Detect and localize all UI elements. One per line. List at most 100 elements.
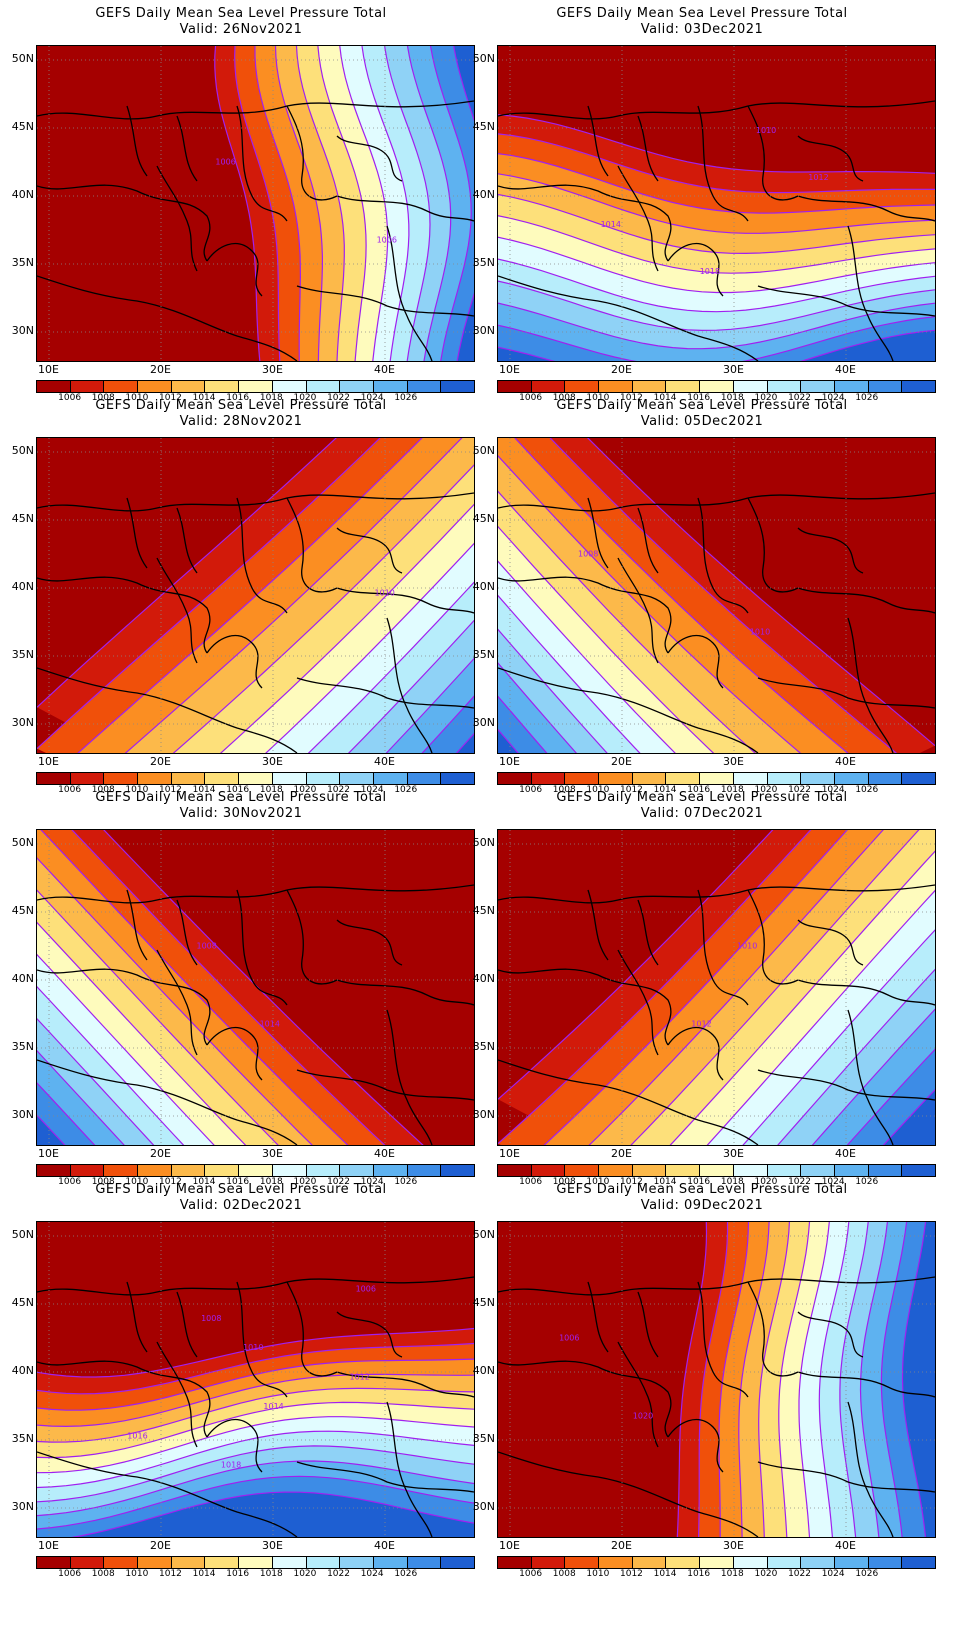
- colorbar-swatch: [565, 773, 600, 784]
- isobar-label: 1018: [221, 1461, 241, 1470]
- map-area: 1008 1010: [497, 437, 936, 754]
- latitude-label: 40N: [11, 188, 34, 201]
- colorbar-swatch: [531, 1165, 566, 1176]
- isobar-label: 1008: [201, 1314, 221, 1323]
- panel-title: GEFS Daily Mean Sea Level Pressure Total: [556, 1182, 848, 1197]
- coastline-border: [37, 667, 298, 753]
- latitude-label: 30N: [11, 324, 34, 337]
- isobar-line: [669, 850, 935, 1145]
- isobar-line: [706, 889, 935, 1145]
- coastline-border: [156, 165, 198, 272]
- colorbar-label: 1018: [720, 1569, 744, 1579]
- colorbar-swatch: [373, 381, 408, 392]
- colorbar-label: 1024: [821, 785, 845, 795]
- longitude-label: 30E: [723, 363, 744, 376]
- colorbar-swatch: [441, 773, 474, 784]
- isobar-line: [37, 953, 215, 1145]
- colorbar-swatch: [138, 381, 172, 392]
- coastline-border: [37, 1451, 298, 1537]
- longitude-label: 40E: [374, 1539, 395, 1552]
- latitude-label: 45N: [11, 120, 34, 133]
- colorbar-swatch: [306, 1557, 341, 1568]
- coastline-border: [797, 1371, 935, 1398]
- colorbar-swatch: [531, 381, 566, 392]
- coastline-border: [236, 889, 288, 1006]
- panel-valid-date: Valid: 05Dec2021: [640, 414, 764, 429]
- isobar-label: 1008: [197, 941, 217, 950]
- colorbar-swatch: [902, 773, 935, 784]
- isobar-line: [40, 830, 349, 1145]
- isobar-line: [317, 46, 367, 361]
- pressure-band: [430, 46, 474, 361]
- colorbar-swatch: [700, 773, 734, 784]
- panel-title: GEFS Daily Mean Sea Level Pressure Total: [556, 398, 848, 413]
- coastline-border: [37, 1059, 298, 1145]
- colorbar-swatch: [700, 1165, 734, 1176]
- colorbar-label: 1010: [125, 393, 149, 403]
- isobar-line: [549, 438, 898, 753]
- isobar-line: [37, 1475, 474, 1530]
- colorbar-swatch: [801, 1165, 835, 1176]
- colorbar-swatch: [340, 381, 374, 392]
- longitude-label: 20E: [611, 363, 632, 376]
- panel-title: GEFS Daily Mean Sea Level Pressure Total: [95, 6, 387, 21]
- panel-valid-date: Valid: 09Dec2021: [640, 1198, 764, 1213]
- colorbar-label: 1010: [125, 1177, 149, 1187]
- coastline-border: [236, 497, 288, 614]
- colorbar-swatch: [407, 1557, 442, 1568]
- coastline-border: [697, 889, 749, 1006]
- isobar-line: [339, 46, 389, 361]
- coastline-border: [667, 1026, 724, 1081]
- colorbar-swatch: [70, 1557, 105, 1568]
- isobar-line: [498, 236, 935, 294]
- colorbar-label: 1010: [586, 393, 610, 403]
- colorbar-label: 1014: [192, 785, 216, 795]
- colorbar-swatch: [565, 1557, 600, 1568]
- latitude-label: 35N: [11, 256, 34, 269]
- colorbar-swatch: [138, 1165, 172, 1176]
- colorbar-swatch: [902, 1165, 935, 1176]
- colorbar-label: 1022: [788, 393, 811, 403]
- colorbar-swatch: [834, 773, 869, 784]
- colorbar-label: 1026: [855, 1569, 879, 1579]
- coastline-border: [336, 919, 403, 966]
- colorbar-swatch: [834, 1557, 869, 1568]
- colorbar-swatch: [441, 1165, 474, 1176]
- isobar-line: [37, 1445, 474, 1503]
- isobar-label: 1006: [215, 157, 235, 166]
- coastline-border: [697, 497, 749, 614]
- isobar-line: [498, 525, 715, 753]
- coastline-border: [498, 884, 935, 904]
- pressure-map: 1010 1012: [498, 830, 935, 1145]
- colorbar-label: 1022: [327, 785, 350, 795]
- coastline-border: [296, 677, 474, 709]
- coastline-border: [386, 617, 433, 753]
- colorbar-label: 1008: [91, 785, 115, 795]
- longitude-label: 30E: [723, 1147, 744, 1160]
- coastline-border: [797, 587, 935, 614]
- colorbar-label: 1012: [159, 1569, 182, 1579]
- colorbar-swatch: [306, 773, 341, 784]
- colorbar-swatch: [104, 1557, 139, 1568]
- coastline-border: [336, 135, 403, 182]
- coastline-border: [757, 1069, 935, 1101]
- coastline-border: [847, 1009, 894, 1145]
- coastline-border: [797, 1311, 864, 1358]
- coastline-border: [797, 195, 935, 222]
- colorbar-label: 1018: [259, 393, 283, 403]
- colorbar-swatch: [239, 1557, 273, 1568]
- latitude-label: 50N: [11, 444, 34, 457]
- isobar-line: [37, 985, 185, 1145]
- isobar-line: [498, 662, 577, 753]
- isobar-line: [37, 1430, 474, 1489]
- isobar-line: [347, 619, 474, 753]
- isobar-line: [384, 46, 431, 361]
- colorbar-swatch: [205, 1557, 240, 1568]
- longitude-label: 10E: [38, 755, 59, 768]
- colorbar-label: 1018: [259, 785, 283, 795]
- coastline-border: [336, 1371, 474, 1398]
- pressure-map: 1008 1014: [37, 830, 474, 1145]
- panel-title: GEFS Daily Mean Sea Level Pressure Total: [556, 6, 848, 21]
- coastline-border: [498, 667, 759, 753]
- coastline-border: [498, 1360, 672, 1438]
